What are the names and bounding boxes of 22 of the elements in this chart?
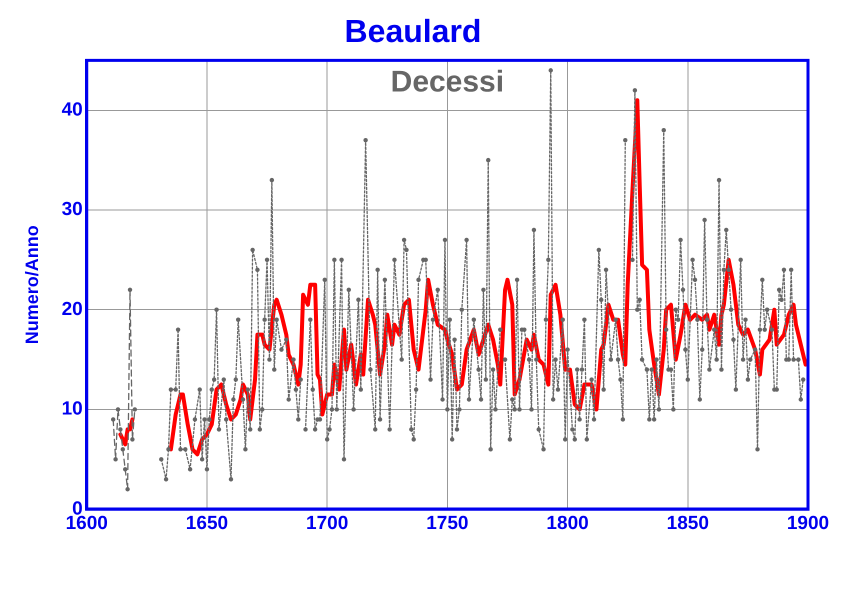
point [123,467,128,472]
point [118,427,123,432]
point [120,447,125,452]
point [128,288,132,292]
x-tick-label: 1850 [666,512,709,534]
x-tick-label: 1650 [186,512,228,534]
x-tick-label: 1700 [306,512,348,534]
chart-title: Beaulard [344,13,482,50]
x-tick-label: 1750 [426,512,469,534]
y-tick-label: 10 [62,398,83,420]
point [130,437,135,442]
y-tick-label: 30 [62,199,83,220]
y-axis-title: Numero/Anno [22,225,42,344]
y-tick-label: 40 [62,100,83,120]
y-tick-label: 20 [62,298,83,320]
x-tick-label: 1900 [786,512,830,534]
point [132,407,138,412]
point [110,417,116,422]
x-tick-label: 1800 [546,512,589,534]
point [125,487,130,492]
point [113,457,118,462]
point [116,407,120,412]
